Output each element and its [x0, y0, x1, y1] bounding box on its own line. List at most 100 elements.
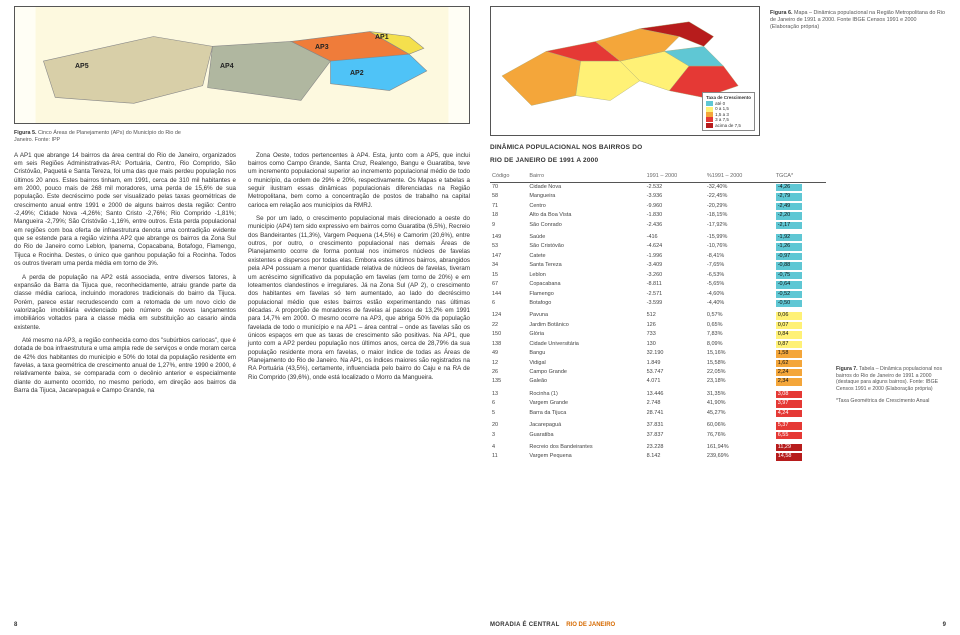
figure6-map: Taxa de Crescimento até 00 a 1,51,5 a 33… — [490, 6, 760, 136]
table-cell-tgca: -0,50 — [774, 299, 826, 308]
table-cell-tgca: 11,29 — [774, 440, 826, 452]
table-cell: 18 — [490, 211, 527, 220]
table-cell-tgca: 2,34 — [774, 377, 826, 386]
tgca-badge: 0,07 — [776, 322, 802, 329]
tgca-badge: 11,29 — [776, 444, 802, 451]
tgca-badge: 2,34 — [776, 378, 802, 385]
table-cell: 3 — [490, 431, 527, 440]
tgca-badge: 1,62 — [776, 360, 802, 367]
tgca-badge: 14,58 — [776, 453, 802, 460]
left-page: AP5 AP4 AP3 AP1 AP2 Figura 5. Cinco Área… — [14, 6, 474, 629]
table-cell-tgca: -0,97 — [774, 252, 826, 261]
table-cell: -3.409 — [645, 261, 705, 270]
table-cell: -1.996 — [645, 252, 705, 261]
table-row: 12Vidigal1.84915,58%1,62 — [490, 359, 826, 368]
table-cell: Botafogo — [527, 299, 644, 308]
table-cell: Leblon — [527, 271, 644, 280]
legend-title: Taxa de Crescimento — [706, 95, 751, 100]
tgca-badge: 5,37 — [776, 422, 802, 429]
table-cell: São Conrado — [527, 221, 644, 230]
table-row: 135Galeão4.07123,18%2,34 — [490, 377, 826, 386]
tgca-badge: -2,20 — [776, 212, 802, 219]
table-cell: 34 — [490, 261, 527, 270]
table-cell: 130 — [645, 340, 705, 349]
table-cell: 76,76% — [705, 431, 774, 440]
table-cell: Vargem Grande — [527, 399, 644, 408]
body-p5: Se por um lado, o crescimento populacion… — [248, 215, 470, 382]
table-cell: 28.741 — [645, 409, 705, 418]
table-cell: -15,99% — [705, 230, 774, 242]
table-title2: RIO DE JANEIRO DE 1991 A 2000 — [490, 157, 826, 166]
table-cell-tgca: 1,58 — [774, 349, 826, 358]
table-cell: 4 — [490, 440, 527, 452]
table-cell: Saúde — [527, 230, 644, 242]
table-cell: -17,92% — [705, 221, 774, 230]
table-cell-tgca: -4,26 — [774, 182, 826, 192]
table-cell-tgca: 0,07 — [774, 321, 826, 330]
table-cell-tgca: -2,17 — [774, 221, 826, 230]
table-cell: Barra da Tijuca — [527, 409, 644, 418]
table-cell: 161,94% — [705, 440, 774, 452]
table-cell: Jacarepaguá — [527, 418, 644, 430]
right-main-row: DINÂMICA POPULACIONAL NOS BAIRROS DO RIO… — [490, 144, 946, 617]
table-cell: -32,40% — [705, 182, 774, 192]
tgca-badge: 6,55 — [776, 432, 802, 439]
page-spread: AP5 AP4 AP3 AP1 AP2 Figura 5. Cinco Área… — [0, 0, 960, 635]
table-cell: -2.532 — [645, 182, 705, 192]
table-cell: 239,69% — [705, 452, 774, 461]
tgca-badge: 3,97 — [776, 400, 802, 407]
table-cell: 15 — [490, 271, 527, 280]
population-table: CódigoBairro1991 – 2000%1991 – 2000TGCA*… — [490, 172, 826, 462]
table-cell: 22,05% — [705, 368, 774, 377]
table-cell: 8,09% — [705, 340, 774, 349]
table-cell: -4.624 — [645, 242, 705, 251]
figure6-row: Taxa de Crescimento até 00 a 1,51,5 a 33… — [490, 6, 946, 136]
table-cell: 15,58% — [705, 359, 774, 368]
tgca-badge: 2,24 — [776, 369, 802, 376]
table-cell: 147 — [490, 252, 527, 261]
table-cell: Copacabana — [527, 280, 644, 289]
tgca-badge: -0,64 — [776, 281, 802, 288]
table-cell-tgca: -2,79 — [774, 192, 826, 201]
table-cell: 32.190 — [645, 349, 705, 358]
table-col-header: Código — [490, 172, 527, 183]
tgca-badge: -2,17 — [776, 222, 802, 229]
table-cell: -6,53% — [705, 271, 774, 280]
table-cell: Vargem Pequena — [527, 452, 644, 461]
right-page: Taxa de Crescimento até 00 a 1,51,5 a 33… — [486, 6, 946, 629]
table-cell-tgca: 5,37 — [774, 418, 826, 430]
tgca-badge: 0,84 — [776, 331, 802, 338]
tgca-badge: -0,75 — [776, 272, 802, 279]
table-cell-tgca: 14,58 — [774, 452, 826, 461]
figure5-caption: Figura 5. Cinco Áreas de Planejamento (A… — [14, 130, 194, 144]
table-col-header: 1991 – 2000 — [645, 172, 705, 183]
table-cell: Vidigal — [527, 359, 644, 368]
table-cell: 6 — [490, 399, 527, 408]
table-cell: Alto da Boa Vista — [527, 211, 644, 220]
table-row: 3Guaratiba37.83776,76%6,55 — [490, 431, 826, 440]
table-cell: 512 — [645, 308, 705, 320]
table-cell: 0,65% — [705, 321, 774, 330]
tgca-badge: -2,49 — [776, 203, 802, 210]
figure5-row: AP5 AP4 AP3 AP1 AP2 — [14, 6, 470, 124]
table-row: 34Santa Tereza-3.409-7,65%-0,88 — [490, 261, 826, 270]
table-row: 124Pavuna5120,57%0,06 — [490, 308, 826, 320]
table-cell: -7,65% — [705, 261, 774, 270]
tgca-badge: -1,92 — [776, 234, 802, 241]
legend-row: acima de 7,5 — [706, 123, 751, 128]
table-cell: Flamengo — [527, 290, 644, 299]
table-cell: 70 — [490, 182, 527, 192]
table-cell-tgca: -1,92 — [774, 230, 826, 242]
table-cell: Jardim Botânico — [527, 321, 644, 330]
table-cell: 49 — [490, 349, 527, 358]
table-cell: -8,41% — [705, 252, 774, 261]
table-row: 22Jardim Botânico1260,65%0,07 — [490, 321, 826, 330]
table-cell: -20,29% — [705, 202, 774, 211]
table-cell: -3.936 — [645, 192, 705, 201]
table-cell: Recreio dos Bandeirantes — [527, 440, 644, 452]
body-p4: Zona Oeste, todos pertencentes à AP4. Es… — [248, 152, 470, 211]
table-cell: 124 — [490, 308, 527, 320]
table-cell-tgca: -0,52 — [774, 290, 826, 299]
table-cell-tgca: 0,87 — [774, 340, 826, 349]
figure6-caption: Figura 6. Mapa – Dinâmica populacional n… — [770, 6, 946, 30]
